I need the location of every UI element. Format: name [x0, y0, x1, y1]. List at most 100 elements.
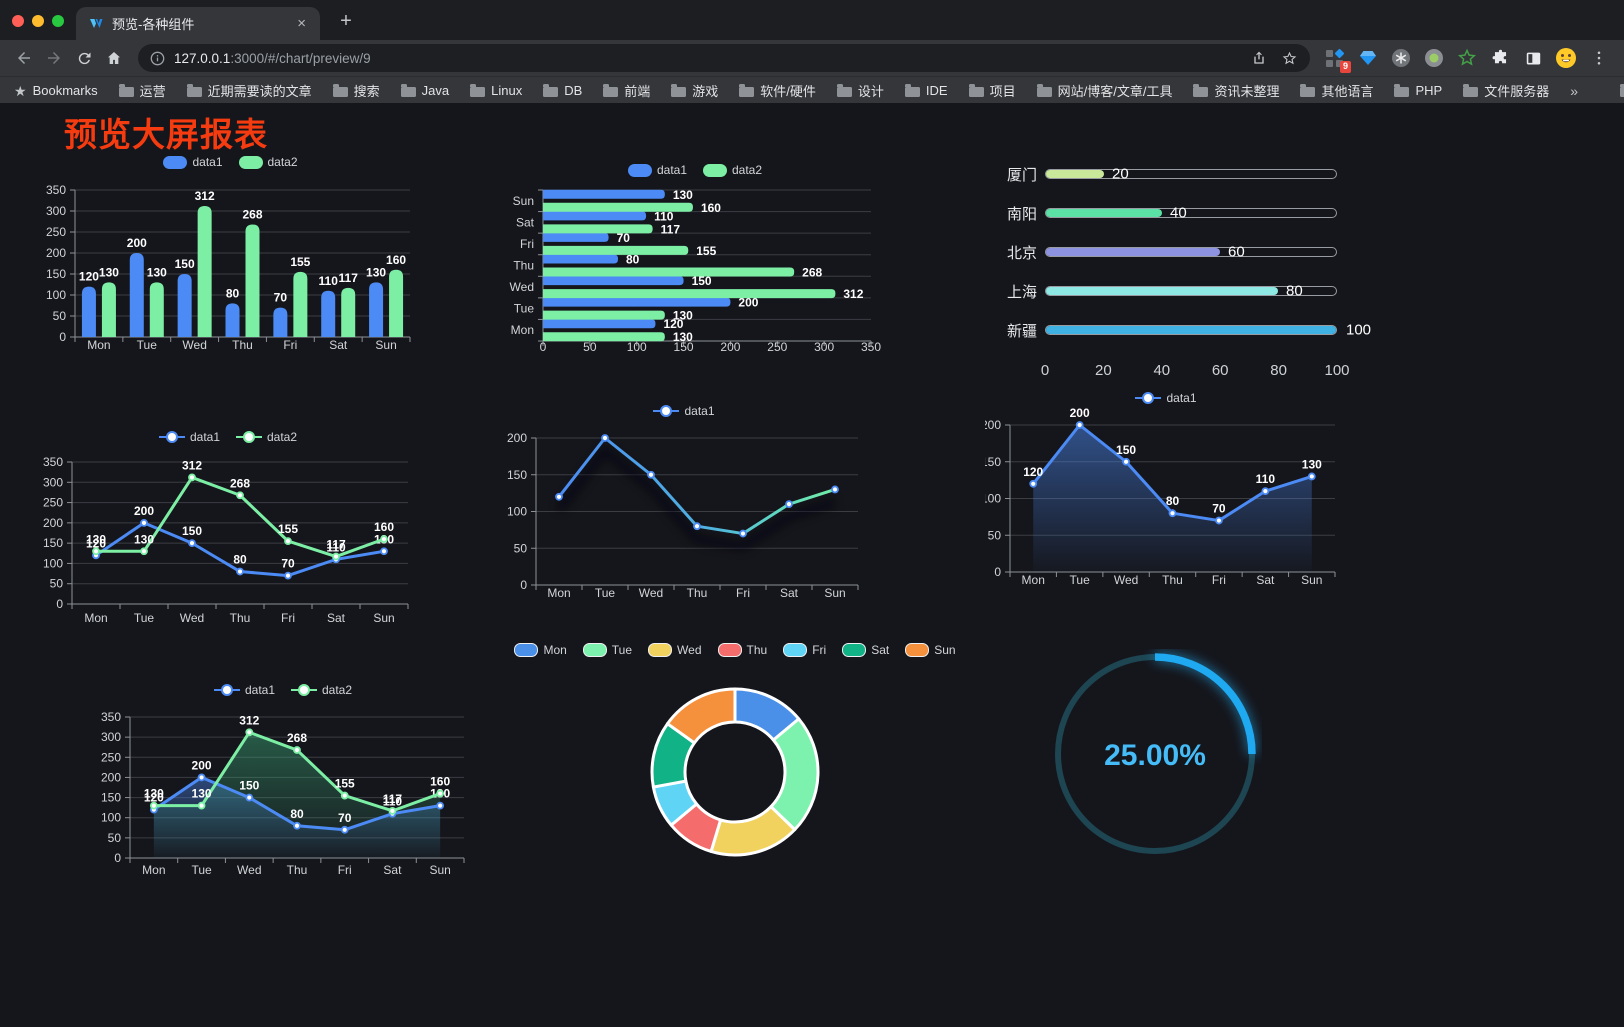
share-icon[interactable]	[1251, 50, 1267, 66]
svg-text:Wed: Wed	[180, 611, 204, 625]
browser-menu-kebab-icon[interactable]	[1588, 47, 1610, 69]
extension-record-icon[interactable]	[1423, 47, 1445, 69]
bookmark-folder[interactable]: 设计	[836, 81, 884, 100]
other-bookmarks[interactable]: 其他书签	[1620, 81, 1624, 100]
svg-text:150: 150	[692, 274, 712, 288]
legend-item-Sat[interactable]: Sat	[842, 643, 889, 657]
legend-marker	[648, 643, 673, 657]
bookmark-folder[interactable]: PHP	[1394, 83, 1442, 98]
svg-text:110: 110	[1256, 472, 1276, 486]
tab-close-icon[interactable]: ×	[297, 15, 306, 32]
svg-text:Tue: Tue	[1070, 573, 1091, 587]
fullscreen-window-button[interactable]	[52, 15, 64, 27]
legend-item-data1[interactable]: data1	[653, 404, 715, 418]
chart-legend: data1	[498, 404, 870, 418]
bookmark-folder[interactable]: 游戏	[671, 81, 718, 100]
address-bar[interactable]: 127.0.0.1:3000/#/chart/preview/9	[138, 44, 1310, 72]
svg-text:100: 100	[43, 556, 63, 570]
window-titlebar: 预览-各种组件 × +	[0, 0, 1624, 40]
svg-text:Fri: Fri	[283, 338, 297, 352]
profile-avatar-icon[interactable]	[1555, 47, 1577, 69]
folder-icon	[603, 83, 619, 97]
legend-item-data1[interactable]: data1	[1135, 391, 1197, 405]
legend-item-data2[interactable]: data2	[703, 163, 762, 177]
progress-fill	[1046, 287, 1278, 295]
svg-text:Mon: Mon	[511, 323, 534, 337]
chart-legend: data1 data2	[92, 683, 474, 697]
extension-asterisk-icon[interactable]	[1390, 47, 1412, 69]
legend-item-data2[interactable]: data2	[236, 430, 297, 444]
svg-text:Mon: Mon	[1022, 573, 1045, 587]
bookmarks-overflow-chevron[interactable]: »	[1570, 82, 1579, 99]
new-tab-button[interactable]: +	[340, 9, 352, 32]
progress-label: 新疆	[1006, 322, 1037, 340]
pie-slice-Sun[interactable]	[665, 687, 737, 745]
site-info-icon[interactable]	[150, 51, 165, 66]
bookmark-folder[interactable]: Java	[400, 83, 449, 98]
bookmark-folder[interactable]: 项目	[968, 81, 1016, 100]
svg-text:350: 350	[861, 340, 881, 354]
bookmark-folder[interactable]: 运营	[118, 81, 166, 100]
bookmark-folder[interactable]: 前端	[603, 81, 650, 100]
legend-item-data2[interactable]: data2	[238, 155, 298, 169]
legend-item-Fri[interactable]: Fri	[783, 643, 826, 657]
legend-item-Thu[interactable]: Thu	[717, 643, 767, 657]
bookmark-folder[interactable]: 搜索	[332, 81, 380, 100]
extension-star-icon[interactable]	[1456, 47, 1478, 69]
svg-text:200: 200	[738, 296, 758, 310]
svg-text:Sat: Sat	[516, 215, 535, 229]
bookmark-folder[interactable]: 软件/硬件	[739, 81, 816, 100]
legend-item-data1[interactable]: data1	[163, 155, 223, 169]
bookmark-folder[interactable]: 其他语言	[1300, 81, 1373, 100]
svg-text:Fri: Fri	[736, 586, 750, 600]
bookmarks-manager[interactable]: ★ Bookmarks	[14, 82, 98, 99]
svg-text:200: 200	[507, 431, 527, 445]
city-progress-list: 厦门 20 南阳 40 北京 60 上海 80 新疆 100 0 20 40 60 80 100	[998, 163, 1371, 385]
bookmark-folder[interactable]: IDE	[904, 83, 948, 98]
bookmark-folder[interactable]: 近期需要读的文章	[186, 81, 312, 100]
svg-text:100: 100	[985, 492, 1001, 506]
home-button[interactable]	[100, 44, 128, 72]
bookmark-folder[interactable]: DB	[543, 83, 582, 98]
svg-text:50: 50	[50, 577, 64, 591]
legend-item-data1[interactable]: data1	[213, 683, 275, 697]
close-window-button[interactable]	[12, 15, 24, 27]
progress-value: 40	[1170, 204, 1187, 222]
extension-grid-icon[interactable]: 9	[1324, 47, 1351, 73]
legend-item-data1[interactable]: data1	[627, 163, 687, 177]
legend-item-data2[interactable]: data2	[291, 683, 352, 697]
bookmark-star-icon[interactable]	[1281, 50, 1298, 67]
axis-tick-label: 20	[1095, 362, 1112, 379]
svg-text:Mon: Mon	[142, 863, 165, 877]
extension-gem-icon[interactable]	[1357, 47, 1379, 69]
svg-text:Tue: Tue	[595, 586, 616, 600]
legend-marker	[703, 163, 727, 177]
side-panel-icon[interactable]	[1522, 47, 1544, 69]
bookmark-folder[interactable]: 文件服务器	[1463, 81, 1549, 100]
back-button[interactable]	[10, 44, 38, 72]
reload-button[interactable]	[70, 44, 98, 72]
legend-marker	[1135, 392, 1162, 404]
minimize-window-button[interactable]	[32, 15, 44, 27]
svg-text:80: 80	[226, 286, 240, 300]
svg-text:117: 117	[339, 271, 359, 285]
forward-button[interactable]	[40, 44, 68, 72]
legend-item-Sun[interactable]: Sun	[905, 643, 956, 657]
folder-icon	[836, 83, 852, 97]
svg-text:250: 250	[767, 340, 787, 354]
bookmark-folder[interactable]: 网站/博客/文章/工具	[1036, 81, 1172, 100]
line-two-series-canvas: 0 50 100 150 200 250 300 350 Mon Tue Wed Thu Fri Sat S…	[43, 455, 409, 625]
browser-tab[interactable]: 预览-各种组件 ×	[76, 7, 320, 40]
extensions-puzzle-icon[interactable]	[1489, 47, 1511, 69]
svg-text:100: 100	[627, 340, 647, 354]
legend-item-data1[interactable]: data1	[158, 430, 220, 444]
legend-item-Tue[interactable]: Tue	[582, 643, 632, 657]
svg-text:Sun: Sun	[429, 863, 450, 877]
legend-marker	[291, 684, 317, 696]
bookmark-folder[interactable]: Linux	[470, 83, 522, 98]
progress-label: 厦门	[1006, 166, 1037, 184]
bookmark-folder[interactable]: 资讯未整理	[1193, 81, 1279, 100]
legend-item-Wed[interactable]: Wed	[648, 643, 702, 657]
legend-item-Mon[interactable]: Mon	[514, 643, 567, 657]
folder-icon	[1620, 83, 1624, 97]
